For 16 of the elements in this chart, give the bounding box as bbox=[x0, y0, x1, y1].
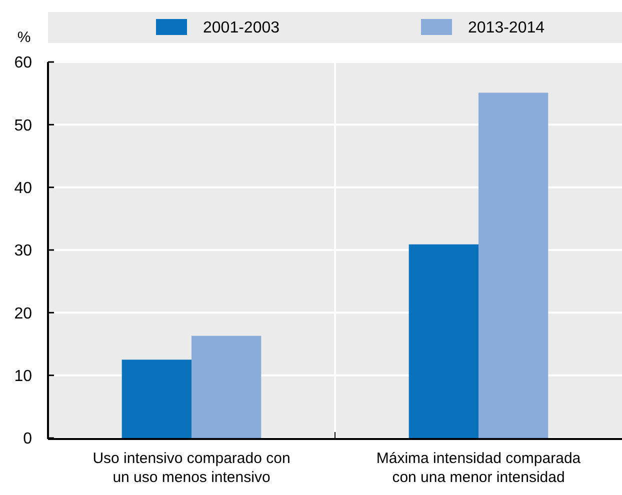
y-tick-label: 0 bbox=[23, 430, 32, 448]
x-tick-label: Uso intensivo comparado con un uso menos intensivo bbox=[92, 450, 290, 486]
y-axis-title: % bbox=[17, 29, 31, 46]
bar bbox=[478, 92, 548, 438]
legend-label: 2013-2014 bbox=[468, 20, 545, 37]
bar bbox=[192, 336, 262, 438]
y-tick-label: 10 bbox=[14, 368, 32, 385]
y-tick-label: 40 bbox=[14, 180, 32, 197]
legend-label: 2001-2003 bbox=[203, 20, 280, 37]
x-tick-label: Máxima intensidad comparada con una menor intensidad bbox=[376, 450, 582, 486]
y-tick-label: 30 bbox=[14, 242, 32, 260]
bar bbox=[122, 360, 192, 438]
bar bbox=[408, 244, 478, 438]
y-tick-label: 60 bbox=[14, 54, 32, 72]
y-tick-label: 20 bbox=[14, 305, 32, 322]
y-tick-label: 50 bbox=[14, 117, 32, 134]
